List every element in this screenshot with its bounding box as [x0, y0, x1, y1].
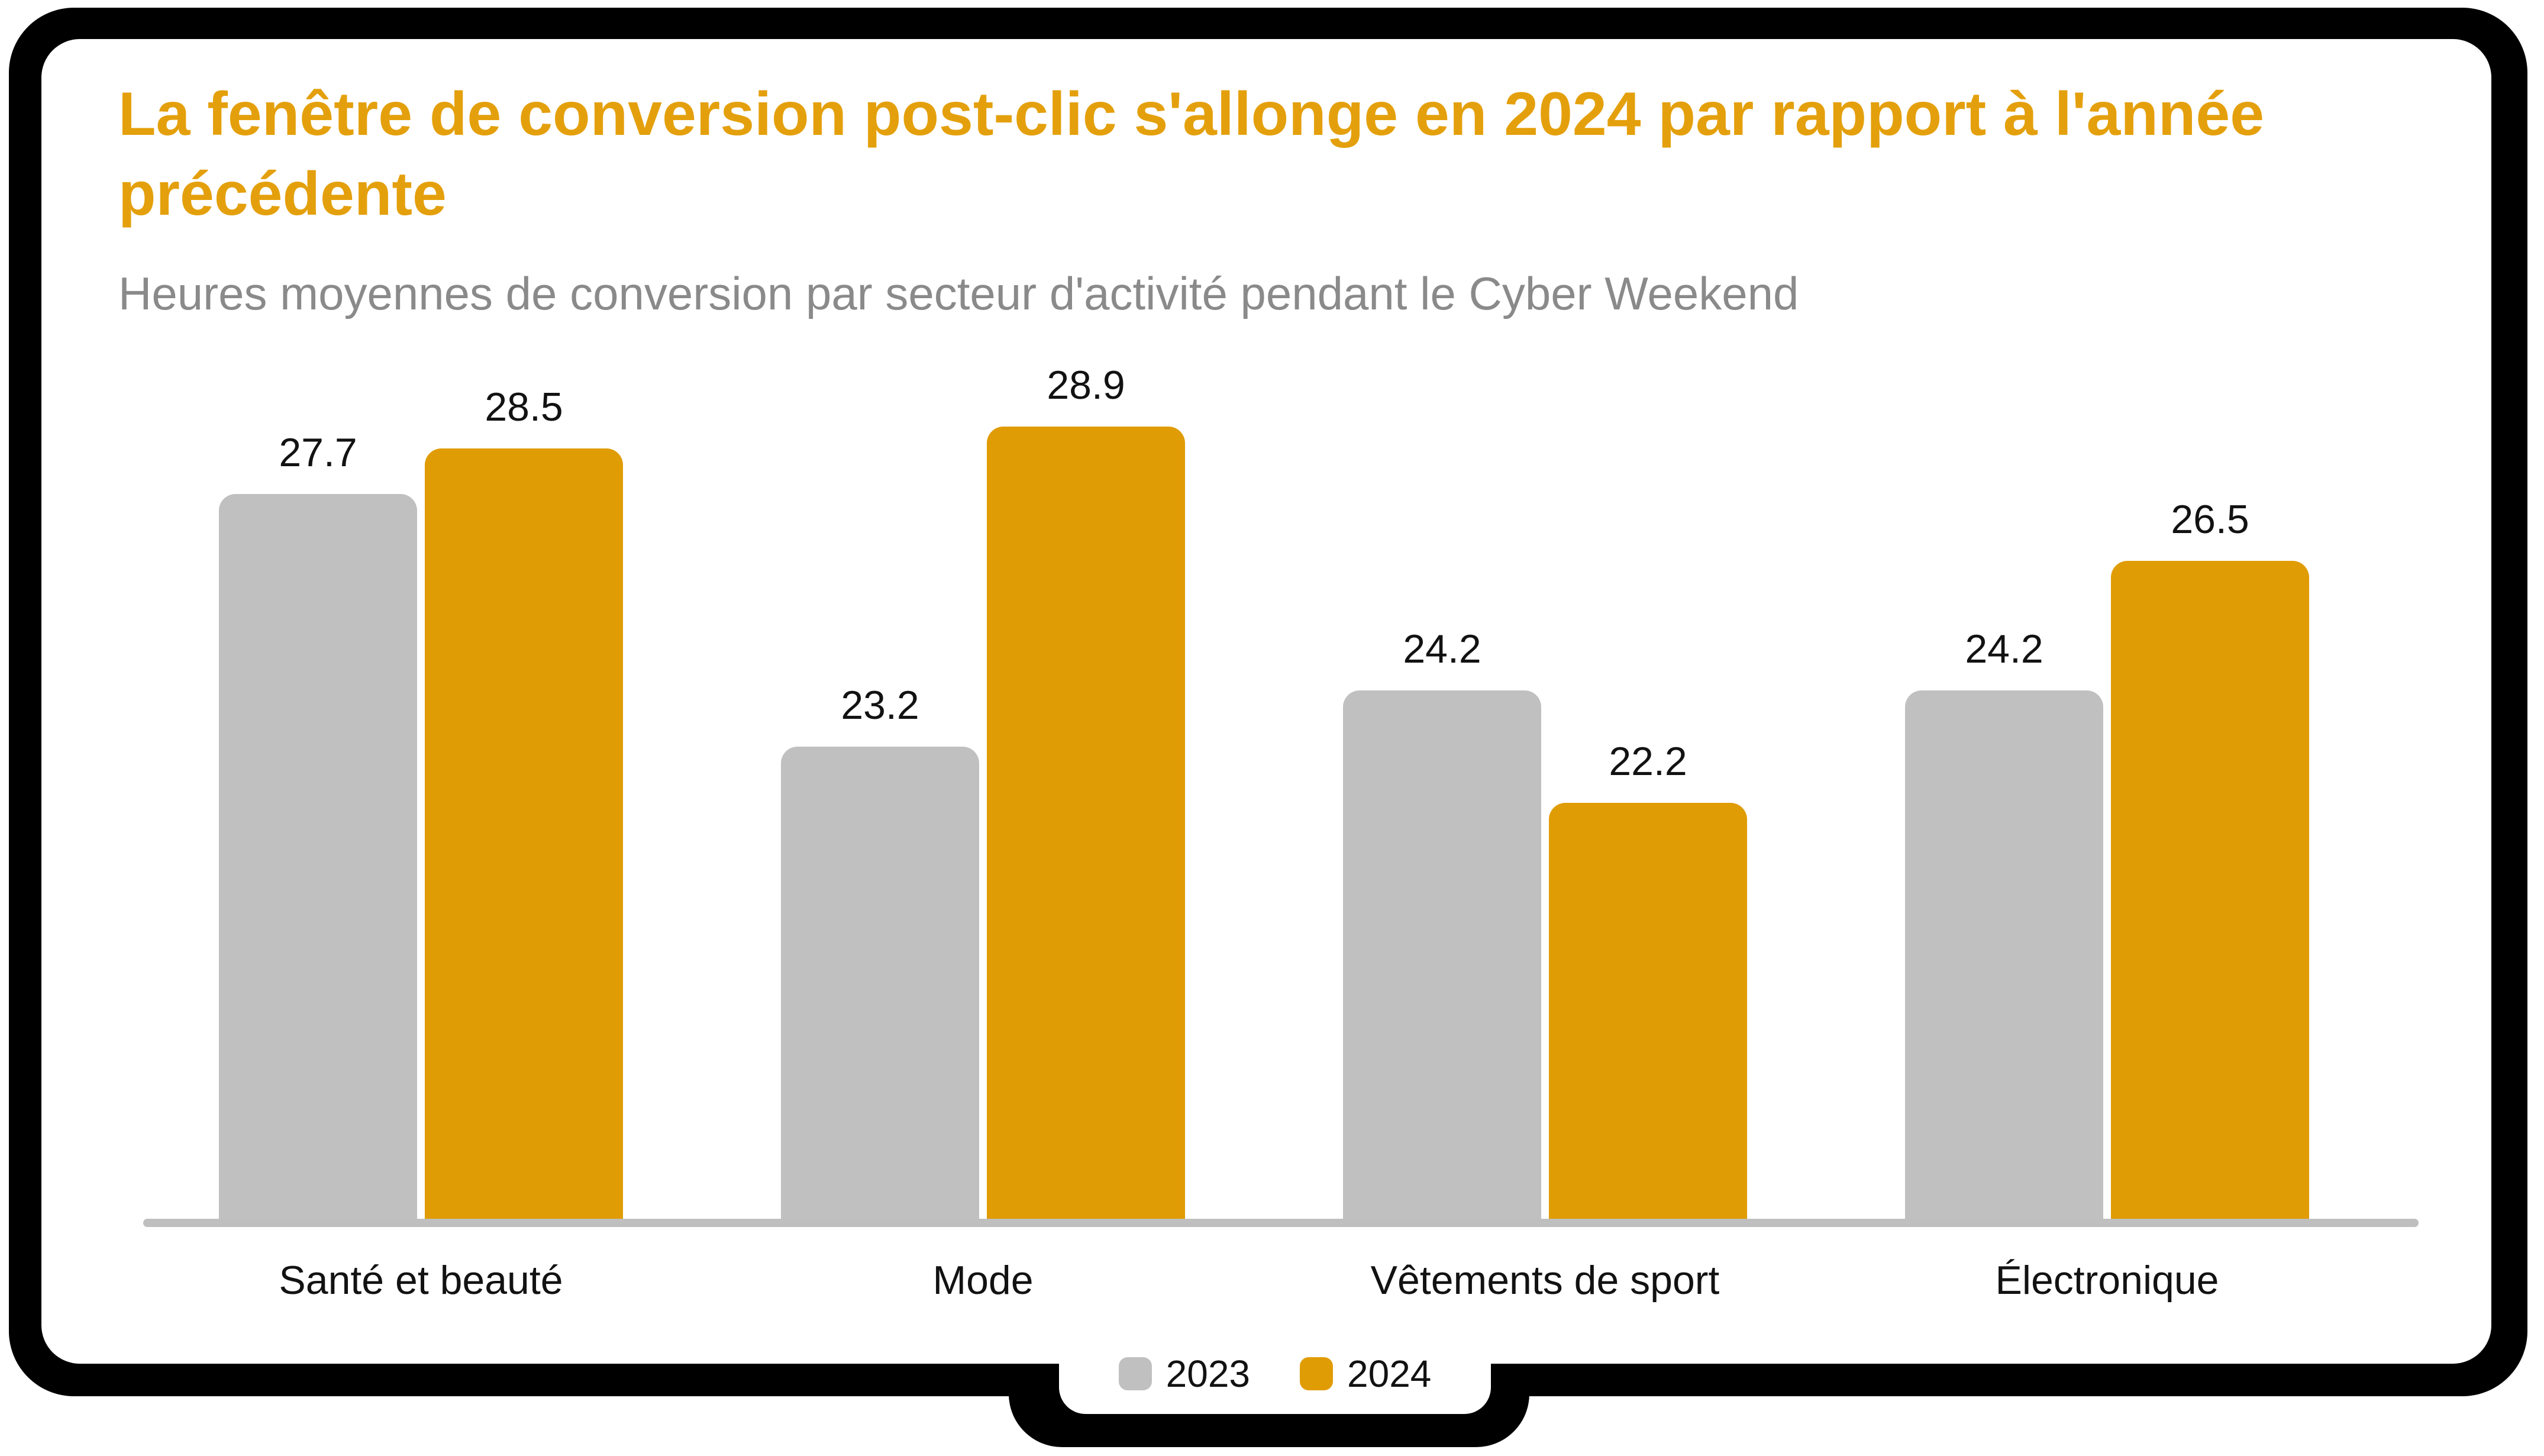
category-label-2: Mode: [932, 1258, 1034, 1303]
x-axis-baseline: [143, 1219, 2419, 1227]
value-label-2024-3: 22.2: [1609, 739, 1687, 784]
value-label-2024-1: 28.5: [485, 385, 563, 430]
legend-swatch-2023: [1118, 1357, 1152, 1390]
category-label-4: Électronique: [1995, 1258, 2219, 1303]
category-label-1: Santé et beauté: [279, 1258, 563, 1303]
value-label-2024-2: 28.9: [1047, 363, 1125, 408]
bar-2023-2: [781, 747, 979, 1219]
value-label-2023-1: 27.7: [279, 430, 357, 475]
value-label-2023-2: 23.2: [841, 683, 919, 728]
bar-2024-3: [1549, 803, 1747, 1219]
value-label-2024-4: 26.5: [2171, 497, 2249, 542]
legend: 2023 2024: [1118, 1352, 1432, 1395]
value-label-2023-3: 24.2: [1403, 627, 1481, 671]
value-label-2023-4: 24.2: [1965, 627, 2043, 671]
chart-title: La fenêtre de conversion post-clic s'all…: [118, 80, 2265, 229]
chart-subtitle: Heures moyennes de conversion par secteu…: [118, 267, 1799, 319]
legend-swatch-2024: [1300, 1357, 1333, 1390]
legend-label-2024: 2024: [1347, 1352, 1432, 1395]
chart-card: La fenêtre de conversion post-clic s'all…: [41, 39, 2491, 1364]
bar-2024-1: [425, 448, 623, 1219]
bar-2024-4: [2111, 561, 2309, 1219]
bar-chart-plot-area: 27.7 28.5 Santé et beauté 23.2 28.9 Mode 24.2 2…: [41, 39, 2491, 1364]
legend-label-2023: 2023: [1166, 1352, 1250, 1395]
bar-2023-4: [1905, 690, 2103, 1219]
bar-2024-2: [987, 427, 1185, 1219]
legend-tab: 2023 2024: [1059, 1325, 1491, 1414]
category-label-3: Vêtements de sport: [1370, 1258, 1720, 1303]
bar-2023-3: [1343, 690, 1541, 1219]
bar-2023-1: [219, 494, 417, 1219]
